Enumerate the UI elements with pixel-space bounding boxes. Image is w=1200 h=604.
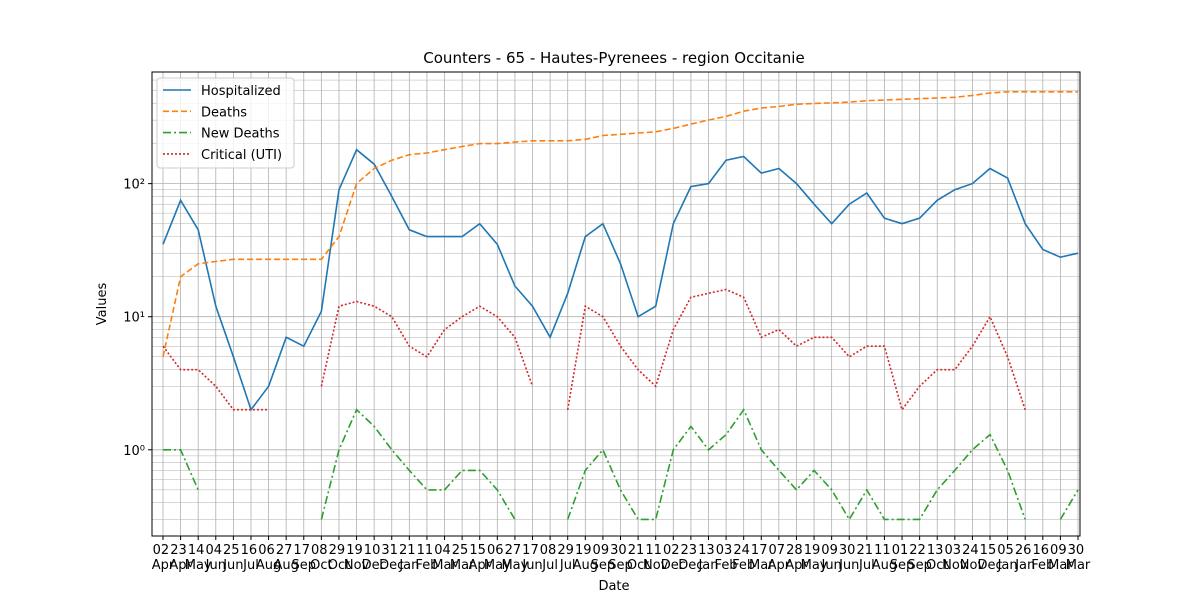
x-tick-label: 21 Oct <box>627 543 649 573</box>
x-tick-label: 02 Apr <box>152 543 175 573</box>
x-tick-label: 27 Aug <box>273 543 298 573</box>
x-tick-label: 30 Jun <box>838 543 860 573</box>
x-tick-label: 10 Dec <box>362 543 387 573</box>
plot-area <box>162 91 1079 521</box>
legend-box <box>156 77 295 169</box>
x-tick-label: 06 May <box>484 543 511 573</box>
legend: Hospitalized Deaths New Deaths Critical (UT… <box>156 77 295 169</box>
x-tick-label: 25 Mar <box>450 543 475 573</box>
x-tick-label: 08 Jul <box>540 543 561 573</box>
x-tick-label: 11 Aug <box>872 543 897 573</box>
x-tick-label: 24 Feb <box>732 543 755 573</box>
x-tick-label: 19 Aug <box>573 543 598 573</box>
x-tick-label: 14 May <box>185 543 212 573</box>
x-tick-label: 29 Oct <box>328 543 350 573</box>
x-tick-label: 09 Sep <box>591 543 616 573</box>
x-tick-label: 30 Sep <box>608 543 633 573</box>
x-tick-label: 13 Jan <box>697 543 718 573</box>
x-tick-label: 17 Sep <box>292 543 317 573</box>
legend-label: Deaths <box>201 105 247 120</box>
y-tick-label: 10² <box>123 178 145 193</box>
x-tick-label: 29 Jul <box>557 543 578 573</box>
x-tick-label: 23 Apr <box>169 543 192 573</box>
line-series <box>162 148 1079 412</box>
x-tick-label: 09 Jun <box>820 543 842 573</box>
x-tick-label: 08 Oct <box>310 543 332 573</box>
line-series <box>163 408 1079 521</box>
legend-label: Critical (UTI) <box>201 148 282 163</box>
x-tick-label: 15 Apr <box>468 543 491 573</box>
x-tick-label: 30 Mar <box>1066 543 1091 573</box>
grid <box>152 72 1080 536</box>
x-tick-label: 09 Mar <box>1048 543 1073 573</box>
x-tick-label: 19 May <box>801 543 828 573</box>
x-tick-label: 28 Apr <box>785 543 808 573</box>
x-tick-label: 16 Feb <box>1031 543 1054 573</box>
x-tick-label: 26 Jan <box>1014 543 1035 573</box>
x-tick-label: 21 Jul <box>857 543 878 573</box>
x-tick-label: 15 Dec <box>977 543 1002 573</box>
x-axis-label: Date <box>598 579 629 594</box>
x-tick-label: 16 Jul <box>241 543 262 573</box>
x-tick-label: 06 Aug <box>256 543 281 573</box>
x-tick-label: 24 Nov <box>960 543 986 573</box>
legend-label: New Deaths <box>201 127 280 142</box>
x-tick-label: 17 Mar <box>749 543 774 573</box>
legend-label: Hospitalized <box>201 84 281 99</box>
x-tick-label: 21 Jan <box>398 543 419 573</box>
x-tick-label: 11 Feb <box>415 543 438 573</box>
x-tick-label: 11 Nov <box>643 543 669 573</box>
x-tick-label: 17 Jun <box>521 543 543 573</box>
axes-frame <box>151 71 1081 537</box>
x-tick-label: 04 Mar <box>432 543 457 573</box>
x-tick-label: 19 Nov <box>344 543 370 573</box>
chart-title: Counters - 65 - Hautes-Pyrenees - region… <box>423 49 804 67</box>
x-tick-label: 13 Oct <box>926 543 948 573</box>
x-tick-label: 03 Feb <box>715 543 738 573</box>
x-tick-label: 27 May <box>501 543 528 573</box>
x-tick-label: 03 Nov <box>942 543 968 573</box>
x-tick-label: 05 Jan <box>997 543 1018 573</box>
y-tick-label: 10⁰ <box>123 444 145 459</box>
x-tick-label: 23 Dec <box>678 543 703 573</box>
x-tick-label: 04 Jun <box>205 543 227 573</box>
x-tick-label: 25 Jun <box>222 543 244 573</box>
x-tick-label: 07 Apr <box>768 543 791 573</box>
y-tick-label: 10¹ <box>123 311 145 326</box>
x-tick-label: 02 Dec <box>661 543 686 573</box>
line-series <box>162 91 1078 357</box>
x-tick-label: 01 Sep <box>890 543 915 573</box>
x-tick-label: 22 Sep <box>907 543 932 573</box>
x-tick-label: 31 Dec <box>379 543 404 573</box>
y-axis-label: Values <box>95 283 110 326</box>
